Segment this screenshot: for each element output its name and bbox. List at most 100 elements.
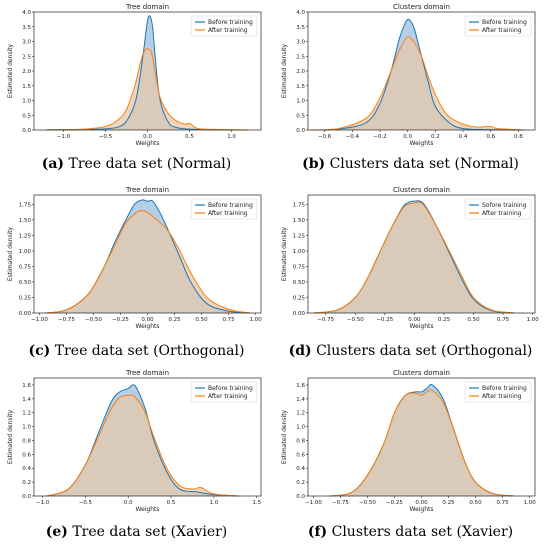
series-line-1	[44, 210, 251, 314]
y-axis-label: Estimated density	[7, 409, 14, 464]
y-tick-label: 1.25	[293, 233, 306, 239]
caption-letter-c: (c)	[28, 343, 51, 359]
y-axis-label: Estimated density	[7, 226, 14, 281]
series-area-1	[46, 48, 249, 130]
legend-label-1: After training	[208, 27, 248, 34]
x-tick-label: 1.00	[249, 317, 262, 323]
y-tick-label: 0.2	[22, 480, 31, 486]
y-tick-label: 0.4	[22, 466, 31, 472]
series-line-1	[46, 394, 240, 497]
legend-label-0: Before training	[208, 385, 253, 392]
caption-text-b: Clusters data set (Normal)	[325, 156, 519, 172]
y-tick-label: 1.0	[22, 425, 31, 431]
y-tick-label: 2.0	[22, 69, 31, 75]
y-tick-label: 1.75	[293, 202, 306, 208]
legend-label-0: Before training	[208, 19, 253, 26]
y-tick-label: 2.0	[296, 69, 305, 75]
x-tick-label: 0.0	[124, 500, 133, 506]
x-tick-label: −0.50	[85, 317, 102, 323]
legend-box	[464, 198, 532, 220]
x-tick-label: −1.00	[305, 500, 322, 506]
x-tick-label: −0.75	[332, 500, 349, 506]
y-tick-label: 0.0	[22, 494, 31, 500]
x-tick-label: 1.00	[527, 317, 540, 323]
caption-text-e: Tree data set (Xavier)	[67, 524, 228, 540]
y-axis-label: Estimated density	[281, 43, 288, 98]
x-tick-label: 0.00	[415, 500, 428, 506]
y-tick-label: 3.0	[22, 40, 31, 46]
x-tick-label: 0.6	[486, 134, 495, 140]
series-line-1	[310, 36, 526, 131]
x-tick-label: 0.75	[496, 500, 509, 506]
x-tick-label: 0.00	[408, 317, 421, 323]
caption-a: (a) Tree data set (Normal)	[0, 156, 273, 172]
legend-label-1: After training	[482, 393, 522, 400]
legend-box	[464, 15, 532, 37]
x-tick-label: −0.50	[359, 500, 376, 506]
x-axis-label: Weights	[409, 506, 433, 513]
x-tick-label: 0.4	[459, 134, 468, 140]
y-tick-label: 0.8	[296, 438, 305, 444]
x-tick-label: 0.8	[514, 134, 523, 140]
y-tick-label: 0.0	[296, 494, 305, 500]
legend-box	[190, 15, 258, 37]
x-tick-label: 0.5	[167, 500, 176, 506]
chart-panel-e: Tree domain −1.0 −0.5 0.0 0.5 1.0 1.5 0.0 0.2 0.4…	[0, 366, 273, 550]
y-tick-label: 0.0	[22, 128, 31, 134]
y-tick-label: 1.5	[296, 84, 305, 90]
series-area-1	[329, 389, 514, 496]
legend-label-1: After training	[208, 210, 248, 217]
chart-svg-c: Tree domain −1.00 −0.75 −0.50 −0.25 0.00 0.25 0…	[7, 186, 262, 330]
y-tick-label: 0.25	[293, 295, 306, 301]
chart-panel-a: Tree domain −1.0 −0.5 0.0 0.5 1.0 0.0 0.5 1.0 1.5…	[0, 0, 273, 183]
y-tick-label: 2.5	[296, 54, 305, 60]
x-axis-label: Weights	[135, 323, 159, 330]
x-tick-label: −0.25	[376, 317, 393, 323]
chart-panel-d: Clusters domain −0.75 −0.50 −0.25 0.00 0.25 0.…	[274, 183, 547, 366]
x-tick-label: 0.25	[442, 500, 455, 506]
y-tick-label: 1.0	[22, 99, 31, 105]
x-tick-label: 0.25	[168, 317, 181, 323]
chart-svg-d: Clusters domain −0.75 −0.50 −0.25 0.00 0.25 0.…	[281, 186, 540, 330]
series-area-1	[46, 394, 240, 496]
y-axis-label: Estimated density	[7, 43, 14, 98]
x-tick-label: −0.75	[317, 317, 334, 323]
x-tick-label: −0.50	[347, 317, 364, 323]
y-tick-label: 0.50	[19, 280, 32, 286]
y-tick-label: 1.6	[22, 383, 31, 389]
y-tick-label: 0.75	[19, 264, 32, 270]
caption-d: (d) Clusters data set (Orthogonal)	[274, 343, 547, 359]
y-tick-label: 0.6	[296, 452, 305, 458]
x-axis-label: Weights	[135, 140, 159, 147]
caption-e: (e) Tree data set (Xavier)	[0, 524, 273, 540]
x-tick-label: 0.2	[431, 134, 440, 140]
chart-panel-b: Clusters domain −0.6 −0.4 −0.2 0.0 0.2 0.4 0.6 0…	[274, 0, 547, 183]
legend-label-1: After training	[208, 393, 248, 400]
y-tick-label: 1.75	[19, 202, 32, 208]
y-tick-label: 1.5	[22, 84, 31, 90]
y-tick-label: 0.0	[296, 128, 305, 134]
x-tick-label: 0.50	[467, 317, 480, 323]
y-tick-label: 1.2	[22, 411, 31, 417]
chart-svg-b: Clusters domain −0.6 −0.4 −0.2 0.0 0.2 0.4 0.6 0…	[281, 3, 536, 147]
series-line-1	[46, 48, 249, 131]
x-tick-label: −0.5	[99, 134, 113, 140]
chart-title: Clusters domain	[393, 186, 450, 194]
x-tick-label: 0.5	[185, 134, 194, 140]
chart-panel-f: Clusters domain −1.00 −0.75 −0.50 −0.25 0.00 0…	[274, 366, 547, 550]
x-tick-label: 0.50	[469, 500, 482, 506]
series-group	[329, 384, 514, 497]
y-tick-label: 0.2	[296, 480, 305, 486]
y-tick-label: 3.5	[22, 25, 31, 31]
x-axis-label: Weights	[135, 506, 159, 513]
x-axis-label: Weights	[409, 323, 433, 330]
y-tick-label: 0.00	[293, 311, 306, 317]
caption-text-c: Tree data set (Orthogonal)	[50, 343, 245, 359]
plot-frame	[33, 377, 262, 497]
chart-title: Tree domain	[125, 3, 169, 11]
caption-letter-d: (d)	[288, 343, 312, 359]
legend-label-0: Before training	[482, 385, 527, 392]
